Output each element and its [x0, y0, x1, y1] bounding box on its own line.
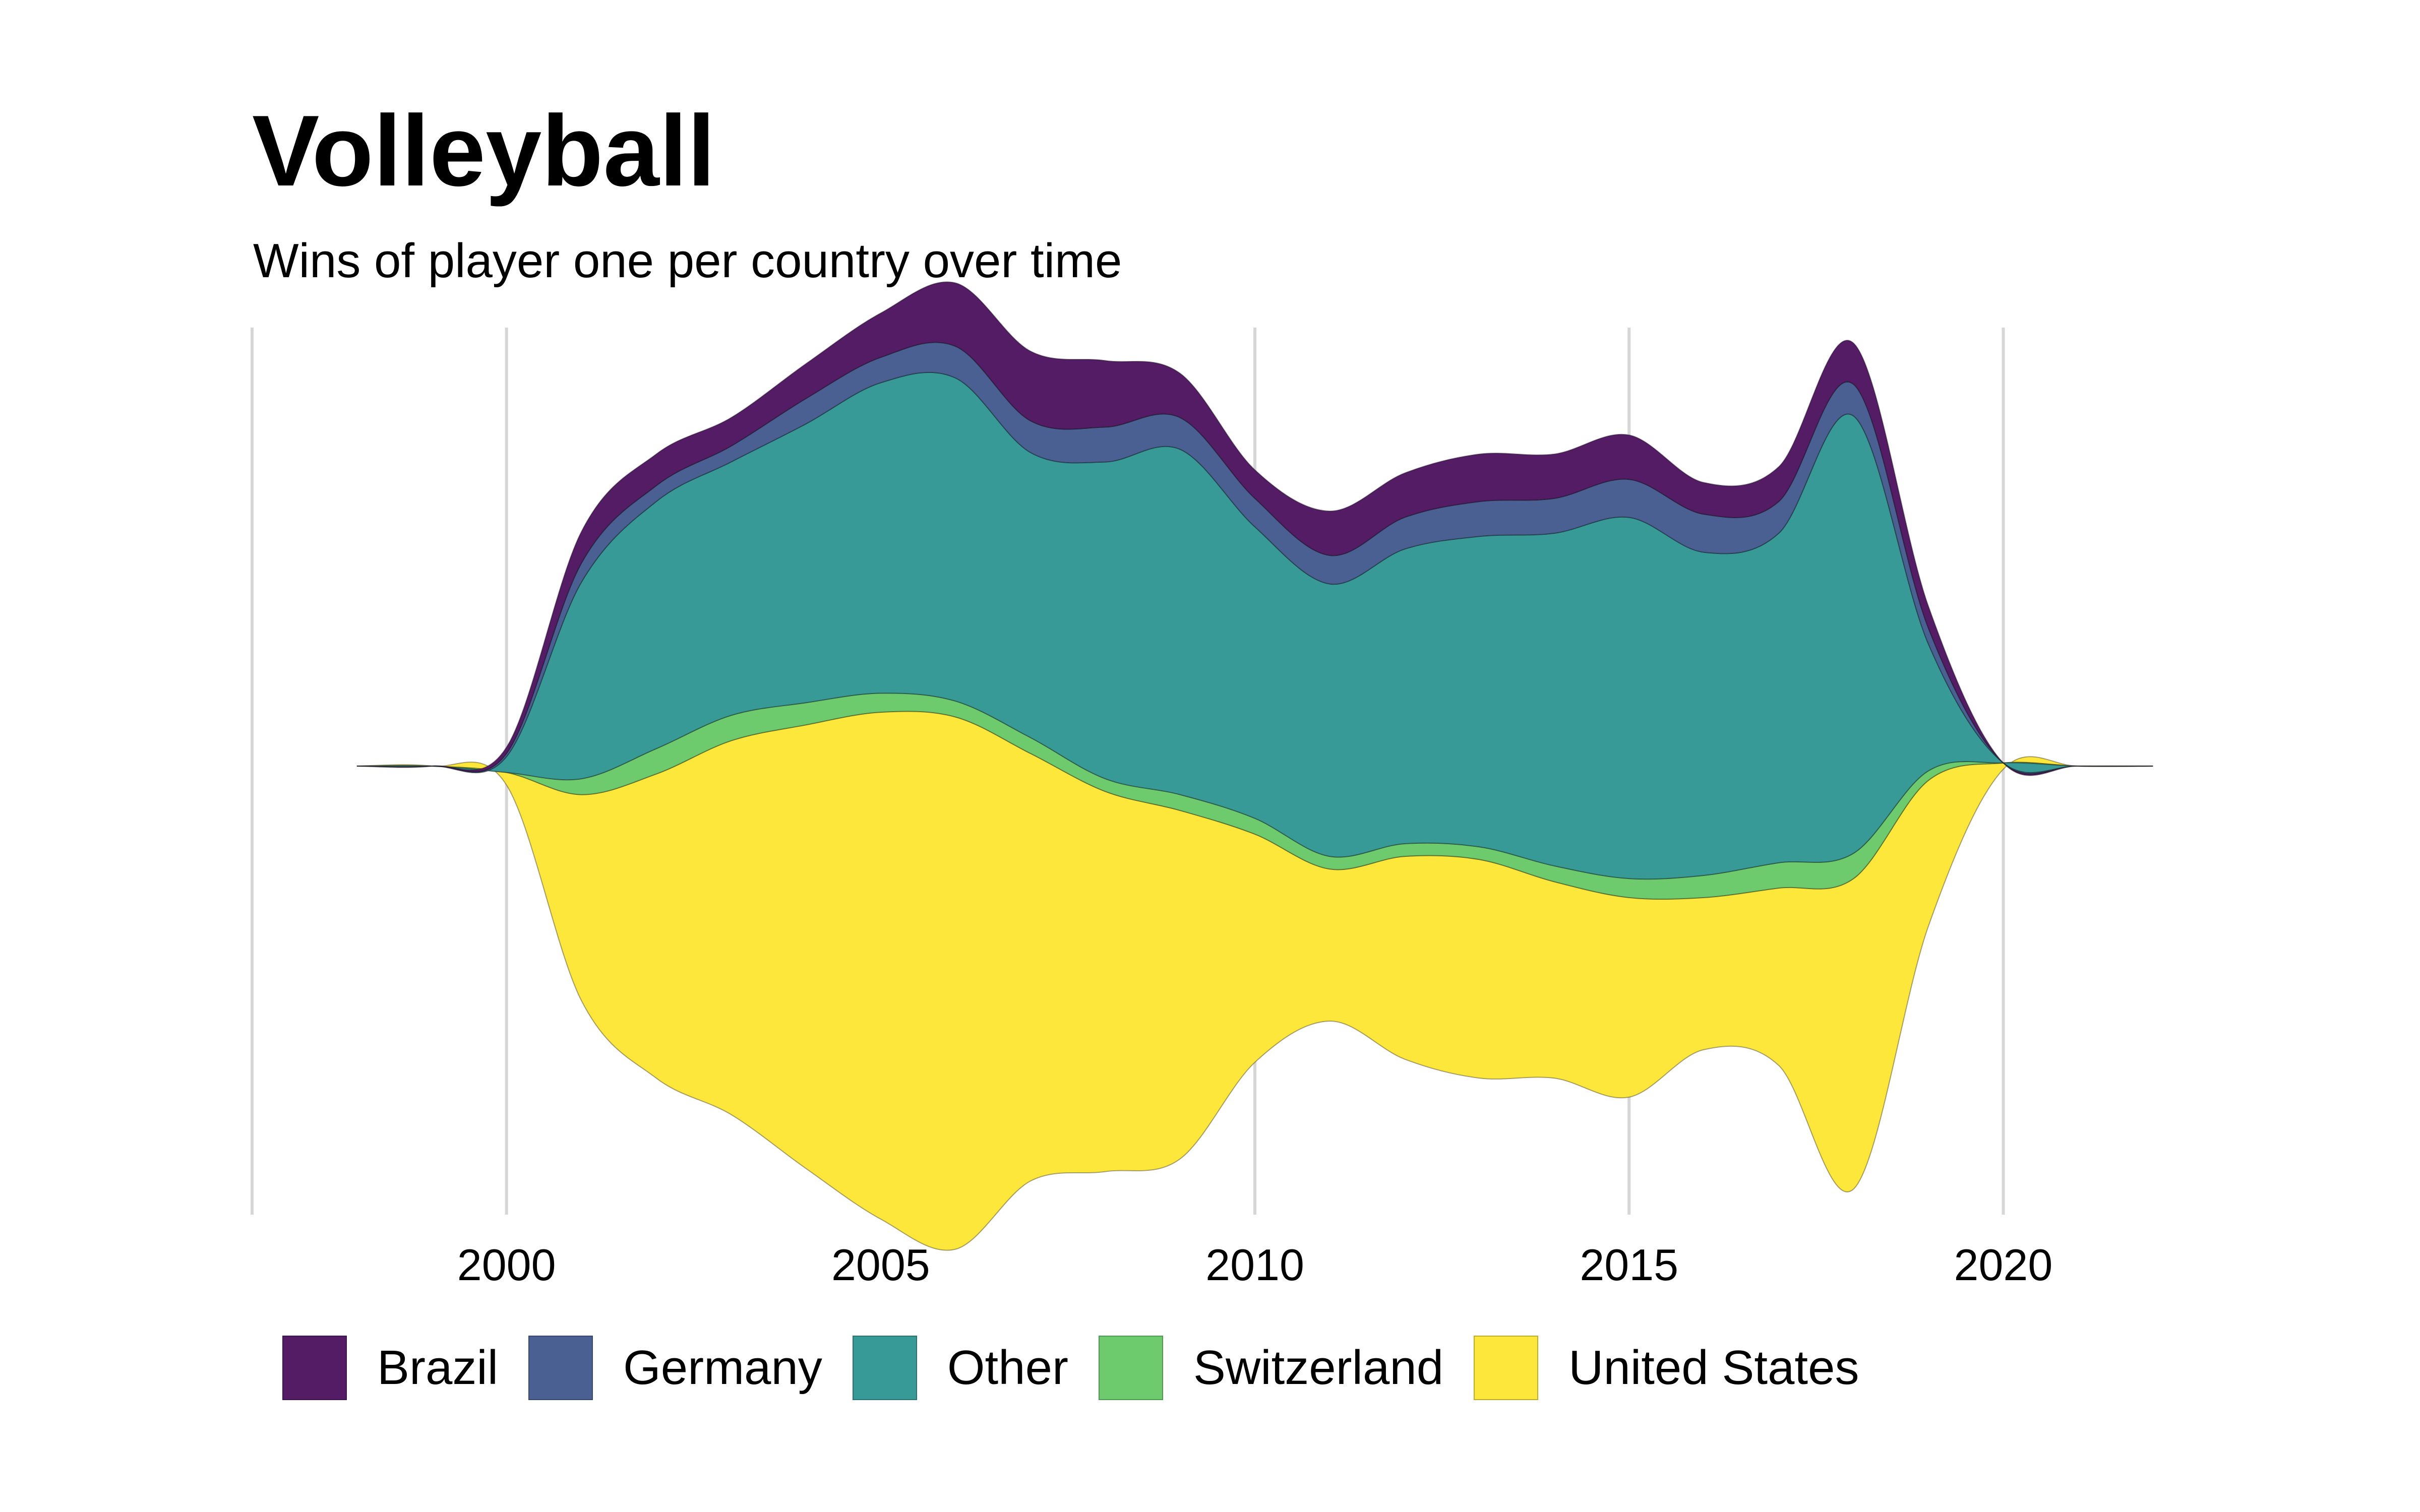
legend-label-switzerland: Switzerland	[1193, 1341, 1444, 1395]
legend-item-other: Other	[852, 1336, 1068, 1400]
stream-area-switzerland	[356, 692, 2153, 900]
legend-item-brazil: Brazil	[282, 1336, 498, 1400]
stream-area-united-states	[356, 711, 2153, 1251]
legend-label-germany: Germany	[623, 1341, 822, 1395]
x-tick-label: 2005	[831, 1240, 930, 1290]
legend-swatch-other	[852, 1336, 917, 1400]
legend-swatch-united-states	[1474, 1336, 1539, 1400]
stream-area-germany	[356, 342, 2153, 775]
x-tick-label: 2020	[1954, 1240, 2053, 1290]
chart-title: Volleyball	[252, 95, 715, 207]
stream-areas	[356, 281, 2153, 1251]
legend-swatch-switzerland	[1098, 1336, 1163, 1400]
legend: Brazil Germany Other Switzerland United …	[282, 1336, 1889, 1400]
legend-swatch-brazil	[282, 1336, 347, 1400]
legend-item-united-states: United States	[1474, 1336, 1859, 1400]
chart-subtitle: Wins of player one per country over time	[253, 234, 1122, 288]
x-axis-ticks: 2000 2005 2010 2015 2020	[457, 1240, 2053, 1290]
x-tick-label: 2010	[1205, 1240, 1304, 1290]
legend-label-brazil: Brazil	[377, 1341, 499, 1395]
legend-swatch-germany	[528, 1336, 593, 1400]
legend-label-united-states: United States	[1568, 1341, 1859, 1395]
legend-item-germany: Germany	[528, 1336, 822, 1400]
stream-area-brazil	[356, 281, 2153, 776]
x-tick-label: 2015	[1580, 1240, 1678, 1290]
legend-label-other: Other	[947, 1341, 1068, 1395]
legend-item-switzerland: Switzerland	[1098, 1336, 1444, 1400]
x-tick-label: 2000	[457, 1240, 556, 1290]
